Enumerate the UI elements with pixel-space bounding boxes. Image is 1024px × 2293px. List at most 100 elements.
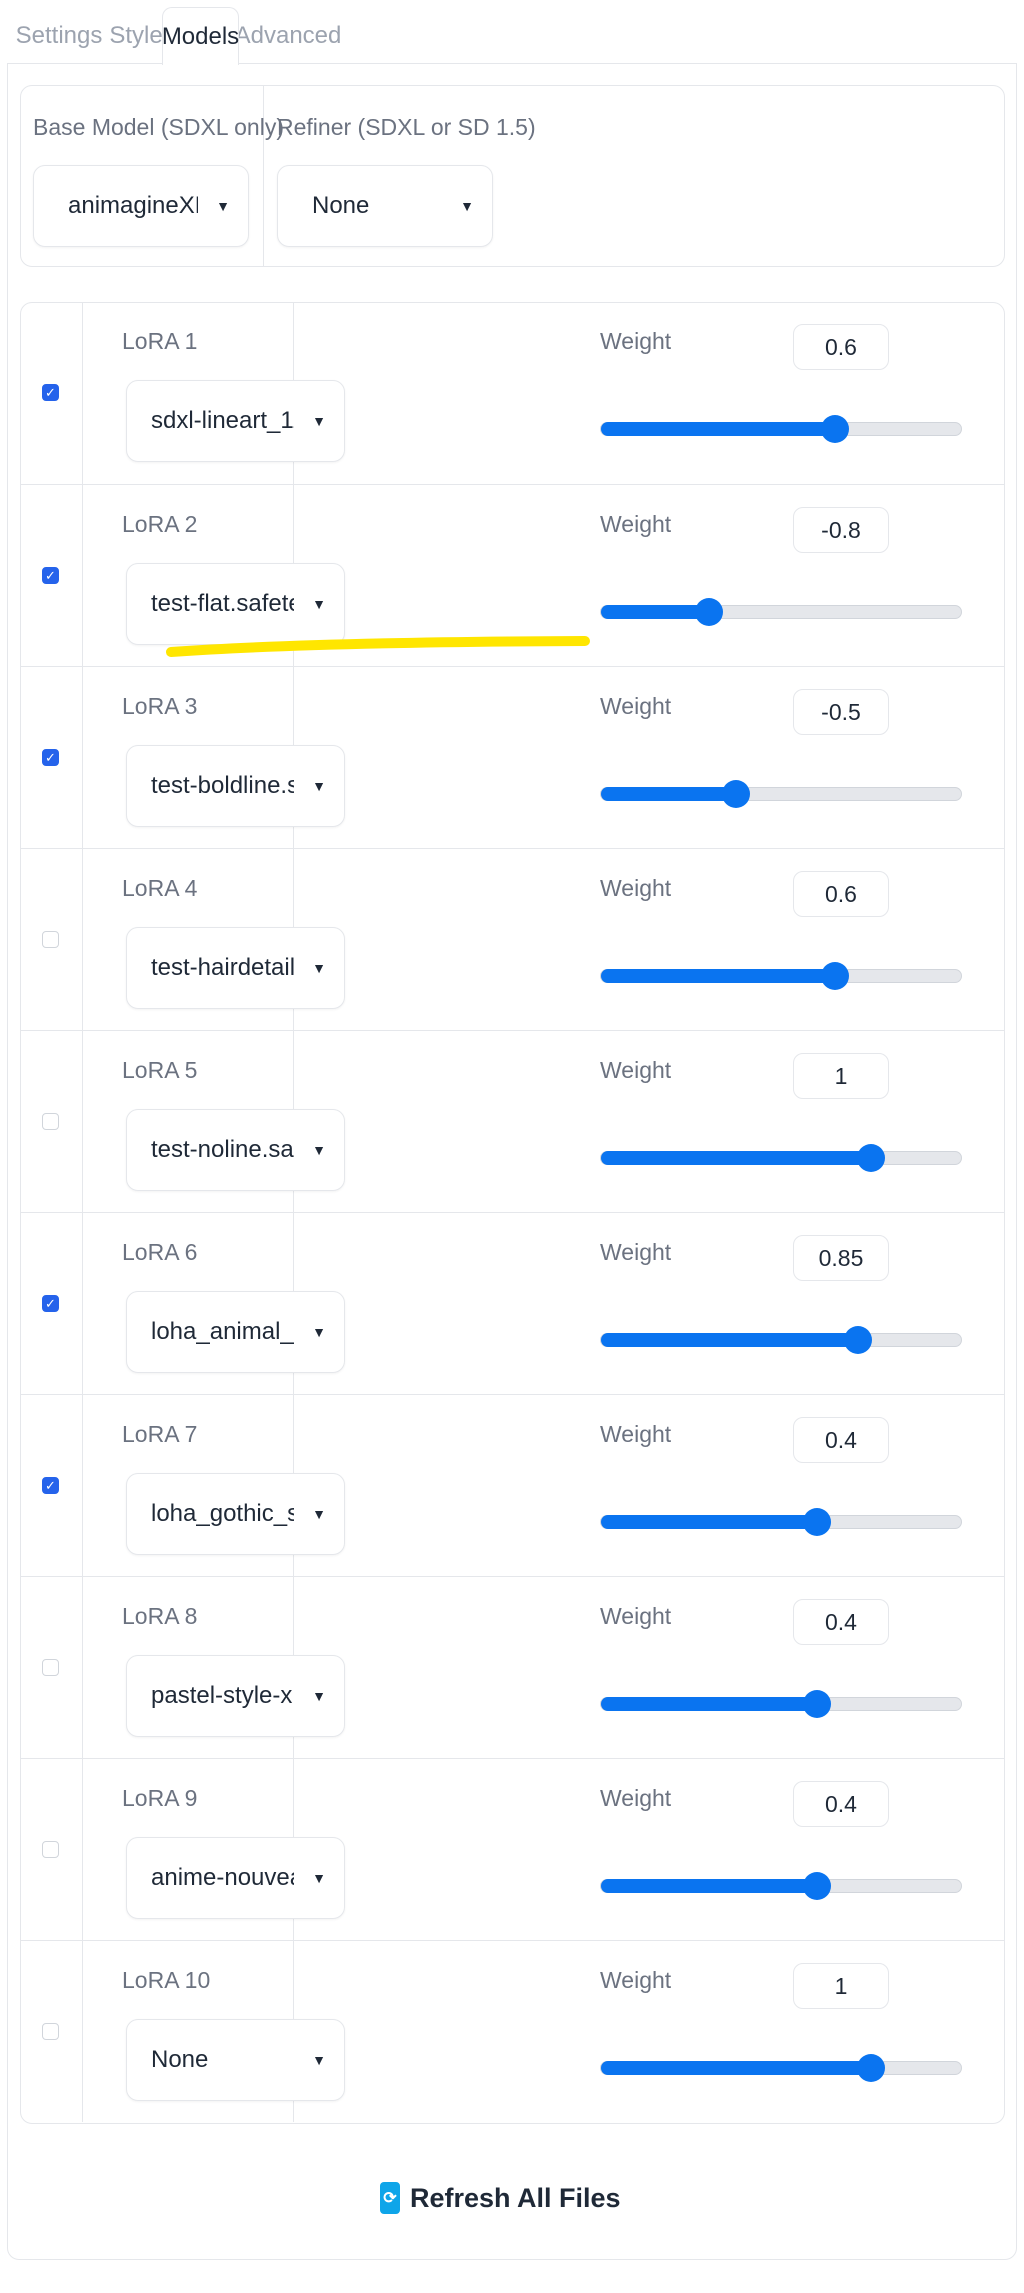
weight-slider[interactable] xyxy=(600,1690,962,1718)
divider xyxy=(82,1395,83,1576)
base-model-label: Base Model (SDXL only) xyxy=(33,114,284,140)
divider xyxy=(82,1577,83,1758)
chevron-down-icon: ▼ xyxy=(216,198,230,214)
slider-fill xyxy=(601,1333,858,1347)
tab-models[interactable]: Models xyxy=(162,7,239,65)
lora-enable-checkbox[interactable] xyxy=(42,931,59,948)
lora-model-dropdown[interactable]: test-noline.safetenso ▼ xyxy=(126,1109,345,1191)
slider-thumb[interactable] xyxy=(857,2054,885,2082)
slider-thumb[interactable] xyxy=(821,415,849,443)
weight-slider[interactable] xyxy=(600,1508,962,1536)
slider-fill xyxy=(601,1879,817,1893)
refiner-dropdown[interactable]: None ▼ xyxy=(277,165,493,247)
lora-row: ✓ LoRA 7 loha_gothic_sdxl.safe ▼ Weight 0… xyxy=(20,1394,1005,1576)
chevron-down-icon: ▼ xyxy=(312,1142,326,1158)
refresh-all-files-button[interactable]: ⟳ Refresh All Files xyxy=(380,2180,621,2216)
weight-slider[interactable] xyxy=(600,780,962,808)
lora-row: LoRA 9 anime-nouveau-xl.sa ▼ Weight 0.4 xyxy=(20,1758,1005,1940)
divider xyxy=(82,1213,83,1394)
lora-model-value: test-noline.safetenso xyxy=(151,1136,294,1163)
lora-model-value: test-boldline.safetens xyxy=(151,772,294,799)
lora-model-dropdown[interactable]: None ▼ xyxy=(126,2019,345,2101)
lora-enable-checkbox[interactable]: ✓ xyxy=(42,1477,59,1494)
lora-label: LoRA 8 xyxy=(122,1603,198,1629)
weight-input[interactable]: 0.85 xyxy=(793,1235,889,1281)
lora-row: ✓ LoRA 6 loha_animal_sdxl.saf ▼ Weight 0.… xyxy=(20,1212,1005,1394)
lora-label: LoRA 9 xyxy=(122,1785,198,1811)
lora-enable-checkbox[interactable]: ✓ xyxy=(42,384,59,401)
lora-model-dropdown[interactable]: loha_gothic_sdxl.safe ▼ xyxy=(126,1473,345,1555)
slider-thumb[interactable] xyxy=(803,1690,831,1718)
lora-model-dropdown[interactable]: sdxl-lineart_11.safete ▼ xyxy=(126,380,345,462)
divider xyxy=(82,1941,83,2122)
slider-thumb[interactable] xyxy=(843,1326,872,1354)
weight-input[interactable]: 0.4 xyxy=(793,1781,889,1827)
slider-fill xyxy=(601,787,736,801)
weight-input[interactable]: 0.4 xyxy=(793,1417,889,1463)
tab-settings[interactable]: Settings xyxy=(15,21,103,49)
weight-input[interactable]: -0.8 xyxy=(793,507,889,553)
weight-label: Weight xyxy=(600,693,672,719)
lora-enable-checkbox[interactable] xyxy=(42,1659,59,1676)
weight-slider[interactable] xyxy=(600,415,962,443)
lora-model-dropdown[interactable]: test-hairdetailer_02.s ▼ xyxy=(126,927,345,1009)
weight-input[interactable]: 1 xyxy=(793,1963,889,2009)
weight-input[interactable]: 1 xyxy=(793,1053,889,1099)
lora-model-value: test-hairdetailer_02.s xyxy=(151,954,294,981)
weight-label: Weight xyxy=(600,1057,672,1083)
slider-fill xyxy=(601,1151,871,1165)
weight-slider[interactable] xyxy=(600,1872,962,1900)
lora-enable-checkbox[interactable]: ✓ xyxy=(42,1295,59,1312)
refresh-label: Refresh All Files xyxy=(410,2182,621,2213)
lora-row: LoRA 8 pastel-style-xl-v2.safe ▼ Weight 0… xyxy=(20,1576,1005,1758)
base-model-dropdown[interactable]: animagineXL40_v4Opt.saf ▼ xyxy=(33,165,249,247)
divider xyxy=(82,302,83,484)
refiner-value: None xyxy=(312,192,370,219)
weight-slider[interactable] xyxy=(600,1144,962,1172)
slider-fill xyxy=(601,2061,871,2075)
slider-thumb[interactable] xyxy=(803,1508,831,1536)
lora-enable-checkbox[interactable]: ✓ xyxy=(42,567,59,584)
lora-row: ✓ LoRA 1 sdxl-lineart_11.safete▼ Weight … xyxy=(20,302,1005,484)
lora-label: LoRA 7 xyxy=(122,1421,198,1447)
slider-thumb[interactable] xyxy=(803,1872,831,1900)
lora-model-value: pastel-style-xl-v2.safe xyxy=(151,1682,294,1709)
weight-slider[interactable] xyxy=(600,962,962,990)
lora-model-dropdown[interactable]: pastel-style-xl-v2.safe ▼ xyxy=(126,1655,345,1737)
slider-fill xyxy=(601,605,709,619)
lora-enable-checkbox[interactable] xyxy=(42,1841,59,1858)
chevron-down-icon: ▼ xyxy=(312,1688,326,1704)
divider xyxy=(82,1031,83,1212)
weight-input[interactable]: 0.4 xyxy=(793,1599,889,1645)
lora-model-dropdown[interactable]: test-boldline.safetens ▼ xyxy=(126,745,345,827)
lora-enable-checkbox[interactable] xyxy=(42,1113,59,1130)
weight-input[interactable]: -0.5 xyxy=(793,689,889,735)
lora-model-dropdown[interactable]: test-flat.safetensors ▼ xyxy=(126,563,345,645)
lora-model-dropdown[interactable]: anime-nouveau-xl.sa ▼ xyxy=(126,1837,345,1919)
lora-model-value: anime-nouveau-xl.sa xyxy=(151,1864,294,1891)
yellow-highlight-annotation xyxy=(166,636,590,657)
weight-input[interactable]: 0.6 xyxy=(793,871,889,917)
lora-row: ✓ LoRA 3 test-boldline.safetens▼ Weight … xyxy=(20,666,1005,848)
refresh-icon: ⟳ xyxy=(380,2182,400,2214)
weight-input[interactable]: 0.6 xyxy=(793,324,889,370)
lora-model-dropdown[interactable]: loha_animal_sdxl.saf ▼ xyxy=(126,1291,345,1373)
slider-fill xyxy=(601,1697,817,1711)
slider-thumb[interactable] xyxy=(695,598,723,626)
weight-slider[interactable] xyxy=(600,2054,962,2082)
lora-label: LoRA 5 xyxy=(122,1057,198,1083)
refiner-label: Refiner (SDXL or SD 1.5) xyxy=(277,114,536,140)
slider-thumb[interactable] xyxy=(722,780,750,808)
slider-thumb[interactable] xyxy=(821,962,849,990)
weight-slider[interactable] xyxy=(600,598,962,626)
weight-slider[interactable] xyxy=(600,1326,962,1354)
lora-row: ✓ LoRA 2 test-flat.safetensors ▼ Weight -… xyxy=(20,484,1005,666)
lora-model-value: loha_gothic_sdxl.safe xyxy=(151,1500,294,1527)
lora-row: LoRA 10 None ▼ Weight 1 xyxy=(20,1940,1005,2122)
slider-thumb[interactable] xyxy=(857,1144,885,1172)
lora-enable-checkbox[interactable]: ✓ xyxy=(42,749,59,766)
lora-label: LoRA 2 xyxy=(122,511,198,537)
chevron-down-icon: ▼ xyxy=(312,1324,326,1340)
lora-enable-checkbox[interactable] xyxy=(42,2023,59,2040)
tab-advanced[interactable]: Advanced xyxy=(234,21,342,49)
